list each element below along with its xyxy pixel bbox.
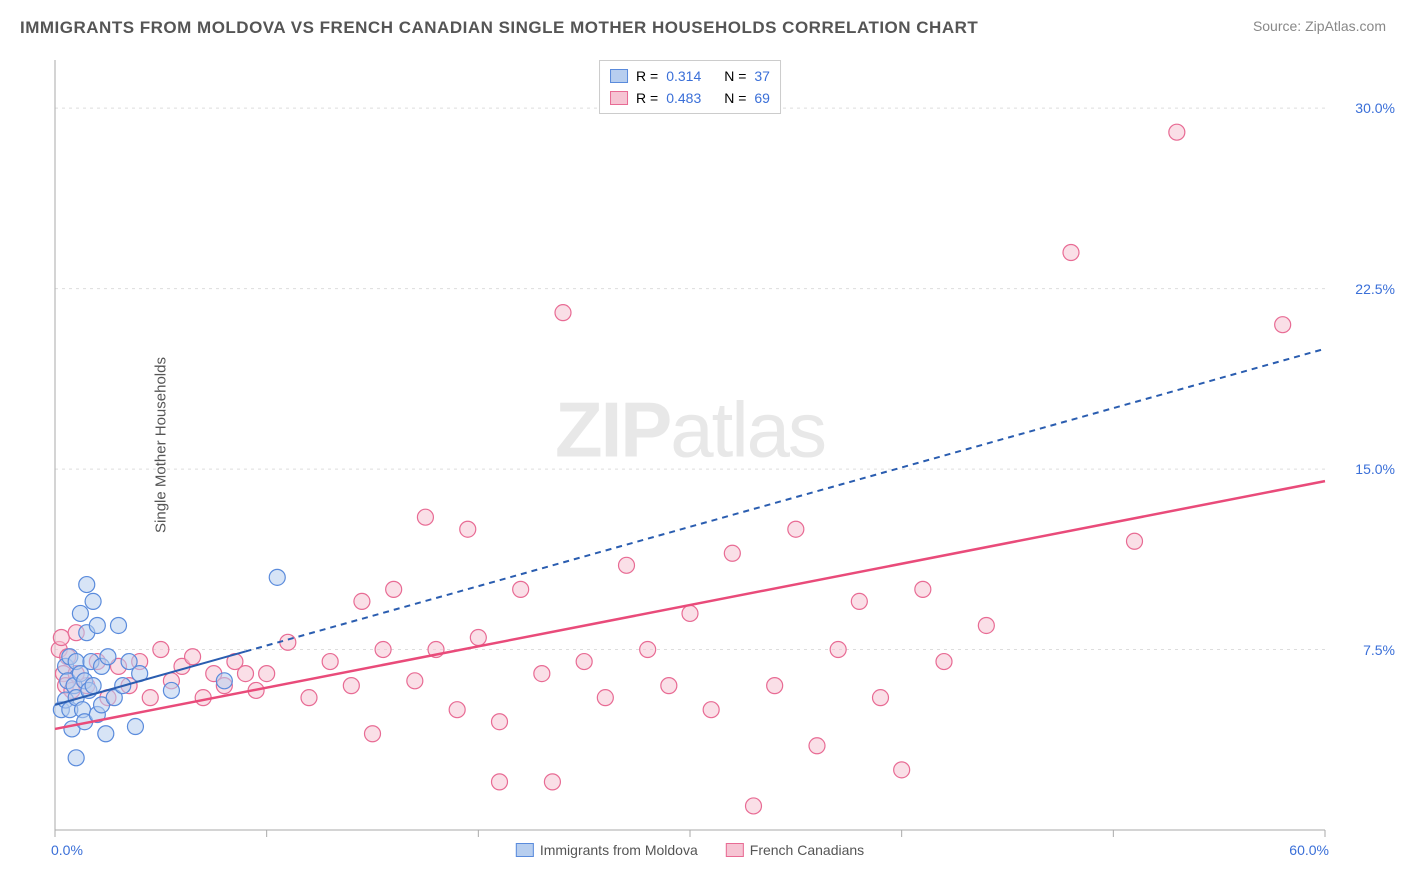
n-value-1: 37 — [754, 65, 770, 87]
y-tick-label: 30.0% — [1355, 100, 1395, 116]
y-tick-label: 22.5% — [1355, 281, 1395, 297]
n-label: N = — [724, 87, 746, 109]
legend-row-series-2: R = 0.483 N = 69 — [610, 87, 770, 109]
r-label: R = — [636, 65, 658, 87]
swatch-series-1 — [610, 69, 628, 83]
r-label: R = — [636, 87, 658, 109]
r-value-1: 0.314 — [666, 65, 716, 87]
swatch-series-2 — [610, 91, 628, 105]
plot-area: Single Mother Households ZIPatlas R = 0.… — [55, 60, 1325, 830]
legend-label-2: French Canadians — [750, 842, 864, 858]
source-attribution: Source: ZipAtlas.com — [1253, 18, 1386, 34]
legend-correlation-box: R = 0.314 N = 37 R = 0.483 N = 69 — [599, 60, 781, 114]
legend-series: Immigrants from Moldova French Canadians — [516, 842, 864, 858]
legend-row-series-1: R = 0.314 N = 37 — [610, 65, 770, 87]
correlation-chart: IMMIGRANTS FROM MOLDOVA VS FRENCH CANADI… — [0, 0, 1406, 892]
x-axis-max-label: 60.0% — [1289, 842, 1329, 858]
legend-label-1: Immigrants from Moldova — [540, 842, 698, 858]
x-axis-min-label: 0.0% — [51, 842, 83, 858]
swatch-series-2 — [726, 843, 744, 857]
y-tick-label: 7.5% — [1363, 642, 1395, 658]
y-tick-label: 15.0% — [1355, 461, 1395, 477]
r-value-2: 0.483 — [666, 87, 716, 109]
legend-item-1: Immigrants from Moldova — [516, 842, 698, 858]
n-value-2: 69 — [754, 87, 770, 109]
chart-title: IMMIGRANTS FROM MOLDOVA VS FRENCH CANADI… — [20, 18, 978, 38]
n-label: N = — [724, 65, 746, 87]
swatch-series-1 — [516, 843, 534, 857]
chart-svg — [55, 60, 1325, 830]
legend-item-2: French Canadians — [726, 842, 864, 858]
